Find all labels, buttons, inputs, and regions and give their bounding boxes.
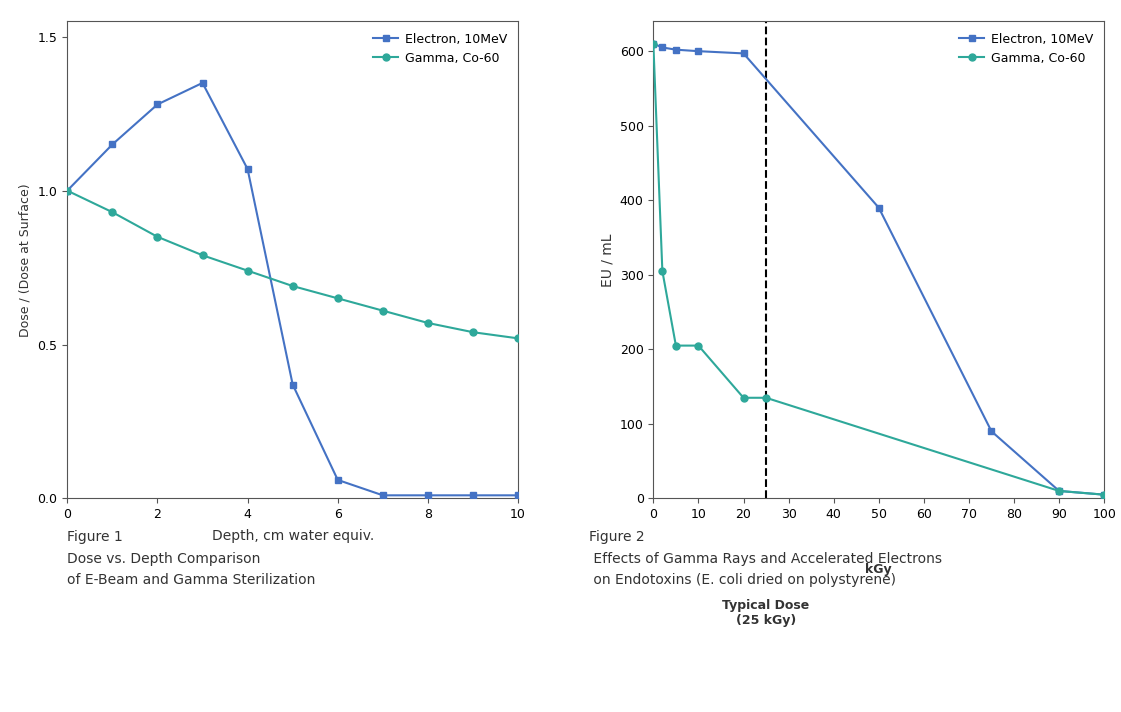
Electron, 10MeV: [511, 491, 525, 500]
X-axis label: Depth, cm water equiv.: Depth, cm water equiv.: [212, 530, 373, 543]
Electron, 10MeV: [150, 100, 164, 109]
Electron, 10MeV: [466, 491, 480, 500]
Gamma, Co-60: [61, 187, 74, 195]
Electron, 10MeV: [331, 476, 344, 484]
Gamma, Co-60: [421, 319, 435, 328]
Gamma, Co-60: [656, 267, 669, 276]
Text: Figure 2: Figure 2: [589, 530, 645, 545]
Gamma, Co-60: [241, 266, 254, 275]
Text: of E-Beam and Gamma Sterilization: of E-Beam and Gamma Sterilization: [67, 573, 316, 587]
Gamma, Co-60: [150, 233, 164, 241]
Text: Dose vs. Depth Comparison: Dose vs. Depth Comparison: [67, 552, 261, 566]
Electron, 10MeV: [377, 491, 390, 500]
Electron, 10MeV: [241, 164, 254, 173]
Electron, 10MeV: [872, 204, 886, 212]
Gamma, Co-60: [511, 334, 525, 342]
Gamma, Co-60: [105, 208, 119, 216]
Gamma, Co-60: [669, 341, 683, 350]
Gamma, Co-60: [759, 394, 772, 402]
Gamma, Co-60: [196, 251, 210, 260]
Gamma, Co-60: [331, 294, 344, 303]
Electron, 10MeV: [656, 43, 669, 52]
Line: Gamma, Co-60: Gamma, Co-60: [650, 41, 1108, 498]
Electron, 10MeV: [736, 49, 750, 58]
Legend: Electron, 10MeV, Gamma, Co-60: Electron, 10MeV, Gamma, Co-60: [369, 28, 512, 70]
Gamma, Co-60: [286, 282, 299, 290]
Text: Effects of Gamma Rays and Accelerated Electrons: Effects of Gamma Rays and Accelerated El…: [589, 552, 942, 566]
Electron, 10MeV: [105, 140, 119, 149]
Gamma, Co-60: [692, 341, 705, 350]
Gamma, Co-60: [1053, 487, 1066, 496]
Gamma, Co-60: [377, 306, 390, 315]
Y-axis label: Dose / (Dose at Surface): Dose / (Dose at Surface): [19, 183, 33, 337]
Electron, 10MeV: [669, 46, 683, 54]
Legend: Electron, 10MeV, Gamma, Co-60: Electron, 10MeV, Gamma, Co-60: [954, 28, 1097, 70]
Electron, 10MeV: [421, 491, 435, 500]
Line: Gamma, Co-60: Gamma, Co-60: [64, 187, 521, 342]
Line: Electron, 10MeV: Electron, 10MeV: [64, 80, 521, 499]
Electron, 10MeV: [286, 380, 299, 389]
Electron, 10MeV: [1097, 491, 1111, 499]
Text: Figure 1: Figure 1: [67, 530, 123, 545]
Electron, 10MeV: [61, 187, 74, 195]
Gamma, Co-60: [466, 328, 480, 337]
Gamma, Co-60: [736, 394, 750, 402]
Electron, 10MeV: [984, 427, 998, 436]
Line: Electron, 10MeV: Electron, 10MeV: [650, 41, 1108, 498]
Text: kGy: kGy: [865, 562, 892, 576]
Electron, 10MeV: [692, 47, 705, 56]
Text: Typical Dose
(25 kGy): Typical Dose (25 kGy): [722, 599, 809, 627]
Electron, 10MeV: [196, 78, 210, 87]
Gamma, Co-60: [647, 39, 660, 48]
Text: on Endotoxins (E. coli dried on polystyrene): on Endotoxins (E. coli dried on polystyr…: [589, 573, 896, 587]
Electron, 10MeV: [1053, 487, 1066, 496]
Electron, 10MeV: [647, 39, 660, 48]
Y-axis label: EU / mL: EU / mL: [600, 233, 614, 287]
Gamma, Co-60: [1097, 491, 1111, 499]
